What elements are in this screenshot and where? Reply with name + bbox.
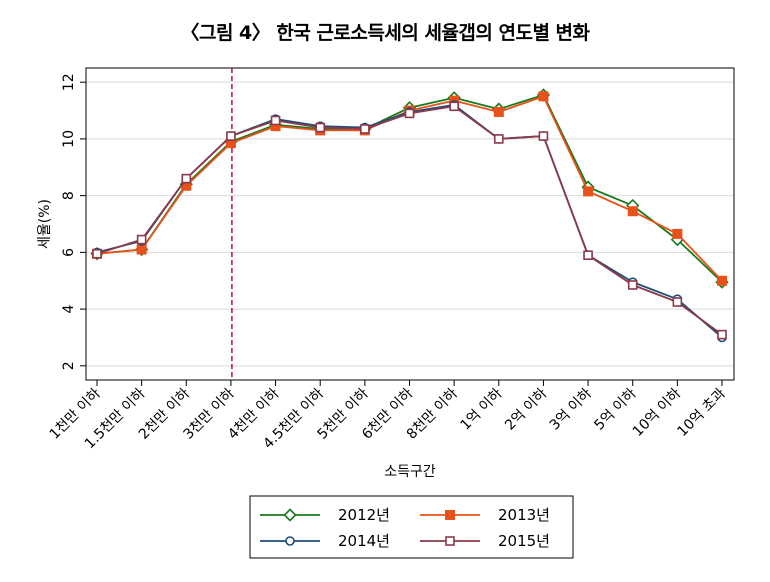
data-point — [493, 106, 504, 117]
legend-label: 2015년 — [498, 532, 550, 550]
y-axis: 2 4 6 8 10 12 — [61, 73, 86, 370]
data-point — [583, 250, 593, 260]
data-point — [493, 134, 504, 144]
legend-label: 2014년 — [338, 532, 390, 550]
x-tick-label: 10억 초과 — [674, 385, 728, 439]
legend-box — [249, 495, 574, 559]
data-point — [315, 122, 326, 133]
series — [90, 88, 729, 343]
chart-title: 〈그림 4〉 한국 근로소득세의 세율갭의 연도별 변화 — [180, 22, 590, 44]
data-point — [717, 329, 727, 340]
y-axis-title: 세율(%) — [37, 199, 53, 249]
series-line — [96, 103, 723, 339]
data-point — [672, 297, 683, 307]
legend-label: 2012년 — [338, 506, 390, 524]
x-tick-label: 3억 이하 — [547, 385, 595, 433]
data-point — [181, 173, 192, 184]
data-point — [404, 108, 415, 119]
y-tick-label: 8 — [61, 191, 77, 200]
data-point — [136, 244, 147, 255]
x-tick-label: 1억 이하 — [458, 385, 506, 433]
data-point — [583, 186, 594, 197]
legend-item: 2012년 — [260, 506, 390, 524]
data-point — [627, 206, 638, 217]
legend-marker — [283, 508, 297, 522]
data-point — [627, 280, 638, 290]
series-line — [96, 105, 723, 336]
legend-item: 2014년 — [260, 532, 390, 550]
data-point — [92, 248, 102, 259]
data-point — [538, 91, 549, 102]
data-point — [270, 115, 281, 126]
series-2 — [92, 91, 727, 286]
data-point — [449, 101, 459, 112]
y-tick-label: 6 — [61, 248, 77, 257]
x-tick-label: 2억 이하 — [502, 385, 550, 433]
legend-marker — [445, 510, 455, 520]
data-point — [538, 131, 549, 141]
series-3 — [92, 100, 727, 343]
data-point — [717, 275, 727, 286]
legend-marker — [445, 536, 455, 546]
data-point — [672, 228, 683, 239]
gridlines — [86, 81, 734, 367]
legend-item: 2013년 — [420, 506, 550, 524]
data-point — [360, 124, 370, 134]
y-tick-label: 12 — [61, 73, 77, 91]
data-point — [226, 131, 236, 141]
x-tick-label: 10억 이하 — [630, 385, 684, 439]
y-tick-label: 10 — [61, 130, 77, 148]
legend-item: 2015년 — [420, 532, 550, 550]
data-point — [136, 234, 147, 245]
legend-label: 2013년 — [498, 506, 550, 524]
x-axis-title: 소득구간 — [384, 464, 436, 480]
legend-marker — [285, 536, 295, 546]
y-tick-label: 4 — [61, 305, 77, 314]
series-4 — [92, 101, 727, 340]
y-tick-label: 2 — [61, 361, 77, 370]
legend: 2012년 2013년 2014년 2015년 — [249, 495, 574, 559]
